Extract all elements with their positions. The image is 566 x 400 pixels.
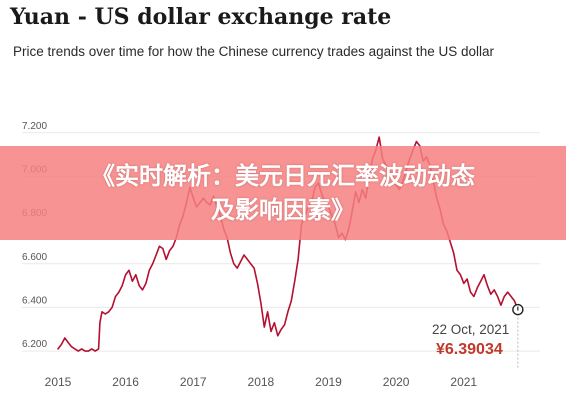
y-tick-label: 6.600 (22, 252, 47, 263)
promo-banner-overlay: 《实时解析：美元日元汇率波动动态 及影响因素》 (0, 146, 566, 240)
banner-text-line-1: 《实时解析：美元日元汇率波动动态 (91, 162, 475, 190)
tooltip-value: ¥6.39034 (436, 341, 503, 358)
hover-marker[interactable] (512, 303, 524, 368)
y-tick-label: 7.200 (22, 121, 47, 132)
x-tick-label: 2018 (248, 375, 275, 389)
x-tick-label: 2015 (45, 375, 72, 389)
x-tick-label: 2021 (450, 375, 477, 389)
chart-subtitle: Price trends over time for how the Chine… (13, 44, 494, 59)
tooltip-date: 22 Oct, 2021 (432, 322, 510, 337)
x-axis-ticks: 2015 2016 2017 2018 2019 2020 2021 (45, 375, 478, 389)
x-tick-label: 2017 (180, 375, 207, 389)
chart-title: Yuan - US dollar exchange rate (10, 4, 392, 30)
x-tick-label: 2016 (112, 375, 139, 389)
y-tick-label: 6.400 (22, 295, 47, 306)
banner-text-line-2: 及影响因素》 (211, 196, 355, 224)
x-tick-label: 2019 (315, 375, 342, 389)
x-tick-label: 2020 (383, 375, 410, 389)
y-tick-label: 6.200 (22, 339, 47, 350)
